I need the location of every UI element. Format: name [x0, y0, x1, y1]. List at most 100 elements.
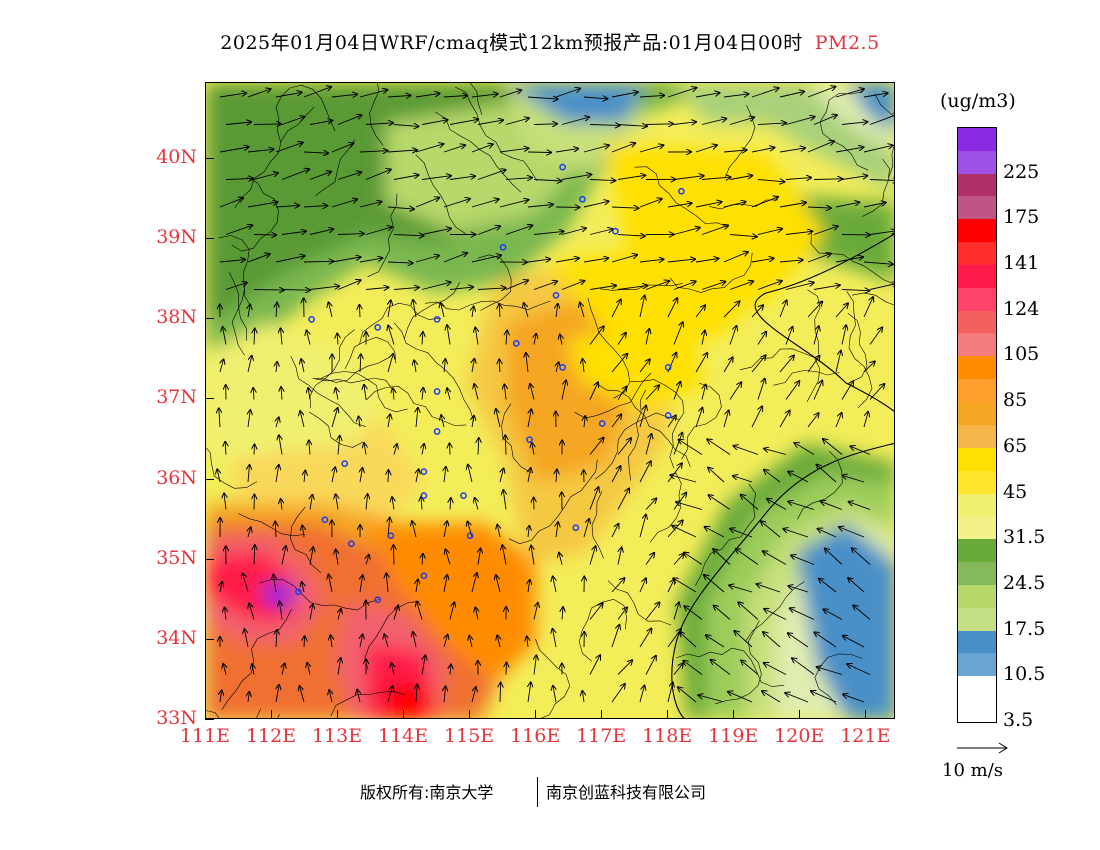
wind-arrow: [639, 461, 651, 483]
wind-arrow: [792, 658, 815, 675]
wind-arrow: [527, 205, 553, 208]
wind-arrow: [275, 92, 302, 98]
wind-arrow: [757, 332, 766, 345]
wind-arrow: [676, 502, 703, 510]
wind-arrow: [639, 296, 645, 318]
wind-arrow: [695, 93, 720, 98]
wind-arrow: [589, 286, 616, 290]
boundary-line: [650, 472, 682, 543]
wind-arrow: [556, 304, 558, 318]
wind-arrow: [639, 629, 651, 648]
wind-arrow: [711, 660, 731, 675]
wind-arrow: [788, 502, 815, 510]
legend-label: 10.5: [1003, 663, 1046, 686]
wind-arrow: [331, 143, 354, 153]
wind-arrow: [785, 327, 793, 345]
boundary-line: [229, 272, 247, 341]
wind-arrow: [559, 553, 562, 565]
wind-arrow: [281, 117, 305, 125]
boundary-line: [365, 385, 467, 426]
wind-arrow: [304, 636, 305, 648]
boundary-line: [290, 355, 366, 427]
wind-arrow: [835, 351, 841, 373]
wind-arrow: [695, 353, 707, 373]
wind-arrow: [611, 524, 619, 538]
wind-arrow: [730, 529, 753, 538]
wind-arrow: [360, 468, 363, 483]
wind-arrow: [282, 664, 285, 675]
wind-arrow: [670, 475, 697, 483]
wind-arrow: [445, 549, 451, 565]
wind-arrow: [393, 235, 424, 236]
wind-arrow: [762, 691, 781, 703]
wind-arrow: [785, 117, 815, 125]
boundary-line: [607, 580, 672, 626]
wind-arrow: [817, 465, 837, 483]
wind-arrow: [219, 147, 249, 153]
legend-label: 3.5: [1003, 709, 1034, 731]
wind-arrow: [253, 173, 278, 180]
wind-arrow: [589, 487, 599, 510]
wind-arrow: [303, 87, 331, 98]
wind-arrow: [673, 322, 683, 345]
latitude-label: 37N: [156, 386, 197, 409]
wind-arrow: [807, 356, 820, 373]
latitude-tick: [205, 478, 214, 480]
legend-label: 17.5: [1003, 617, 1046, 640]
wind-arrow: [698, 695, 725, 703]
wind-arrow: [761, 521, 781, 538]
wind-arrow: [499, 200, 528, 208]
wind-arrow: [583, 519, 589, 538]
wind-arrow: [561, 281, 584, 290]
wind-arrow: [302, 526, 304, 538]
wind-arrow: [444, 359, 445, 373]
wind-arrow: [444, 635, 448, 648]
boundary-line: [594, 412, 680, 480]
wind-arrow: [645, 124, 673, 125]
wind-arrow: [329, 575, 333, 593]
legend-label: 85: [1003, 389, 1028, 412]
city-marker: [499, 243, 507, 251]
city-marker: [512, 340, 520, 347]
city-marker: [466, 532, 474, 540]
wind-arrow: [417, 602, 423, 620]
wind-arrow: [673, 664, 683, 675]
wind-arrow: [416, 580, 418, 593]
wind-arrow: [729, 585, 753, 593]
boundary-line: [231, 176, 279, 252]
longitude-tick: [733, 710, 735, 719]
wind-arrow: [276, 303, 277, 318]
wind-arrow: [555, 258, 579, 263]
wind-arrow: [253, 388, 254, 400]
wind-arrow: [415, 198, 439, 208]
wind-arrow: [301, 359, 304, 373]
wind-arrow: [611, 684, 625, 703]
boundary-line: [206, 447, 257, 489]
wind-arrow: [244, 629, 249, 648]
legend-label: 124: [1003, 297, 1040, 320]
wind-arrow: [701, 119, 726, 125]
wind-arrow: [791, 555, 815, 565]
wind-arrow: [219, 260, 245, 262]
wind-arrow: [394, 545, 395, 565]
map-title: 2025年01月04日WRF/cmaq模式12km预报产品:01月04日00时 P…: [0, 28, 1100, 55]
wind-arrow: [841, 381, 853, 400]
wind-arrow: [723, 357, 733, 373]
wind-arrow: [645, 498, 656, 510]
legend-swatch: [958, 584, 996, 631]
wind-arrow: [331, 94, 357, 97]
boundary-line: [221, 608, 292, 711]
wind-arrow: [496, 409, 501, 428]
wind-arrow: [281, 231, 306, 235]
boundary-line: [218, 235, 252, 307]
wind-arrow: [302, 582, 304, 593]
wind-arrow: [534, 655, 536, 675]
wind-arrow: [785, 693, 809, 703]
wind-arrow: [303, 261, 333, 262]
wind-arrow: [639, 199, 662, 208]
wind-arrow: [807, 87, 836, 98]
legend-swatch: [958, 356, 996, 403]
wind-arrow: [783, 529, 809, 538]
wind-arrow: [763, 551, 787, 565]
wind-arrow: [415, 93, 440, 98]
